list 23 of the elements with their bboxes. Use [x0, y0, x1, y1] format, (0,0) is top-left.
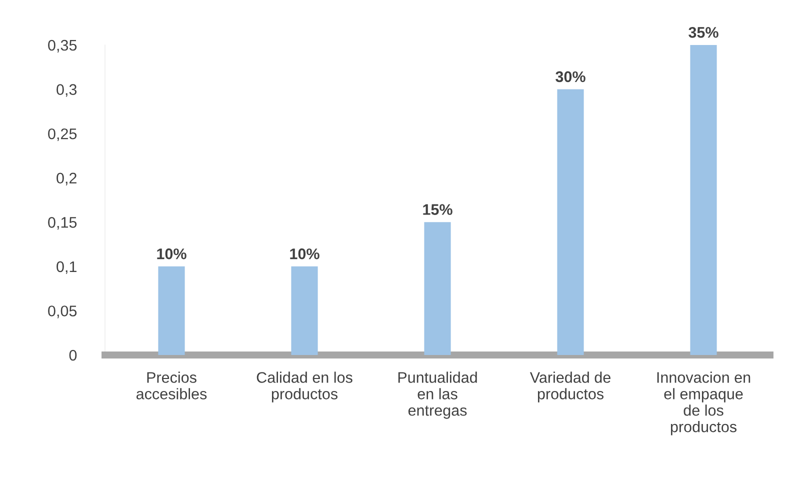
y-tick-label: 0,2: [56, 172, 76, 186]
data-label: 10%: [157, 248, 186, 260]
x-tick-label: Precios accesibles: [136, 372, 207, 400]
bar: [557, 89, 584, 355]
data-label: 15%: [423, 204, 452, 215]
y-tick-label: 0,25: [48, 128, 77, 142]
x-tick-label: Innovacion en el empaque de los productos: [657, 372, 750, 436]
bar: [690, 45, 717, 355]
data-label: 10%: [290, 248, 320, 260]
bar: [291, 266, 318, 355]
bar: [158, 266, 185, 355]
y-tick-label: 0,3: [56, 84, 77, 97]
y-tick-label: 0: [69, 350, 77, 361]
y-tick-label: 0,35: [48, 40, 77, 52]
y-tick-label: 0,1: [56, 261, 76, 274]
x-tick-label: Puntualidad en las entregas: [398, 372, 477, 419]
x-tick-label: Variedad de productos: [530, 372, 610, 402]
data-label: 30%: [556, 71, 586, 82]
y-tick-label: 0,15: [48, 217, 77, 230]
bar: [424, 222, 451, 355]
data-label: 35%: [688, 26, 718, 38]
y-tick-label: 0,05: [48, 306, 77, 318]
x-tick-label: Calidad en los productos: [256, 372, 352, 402]
